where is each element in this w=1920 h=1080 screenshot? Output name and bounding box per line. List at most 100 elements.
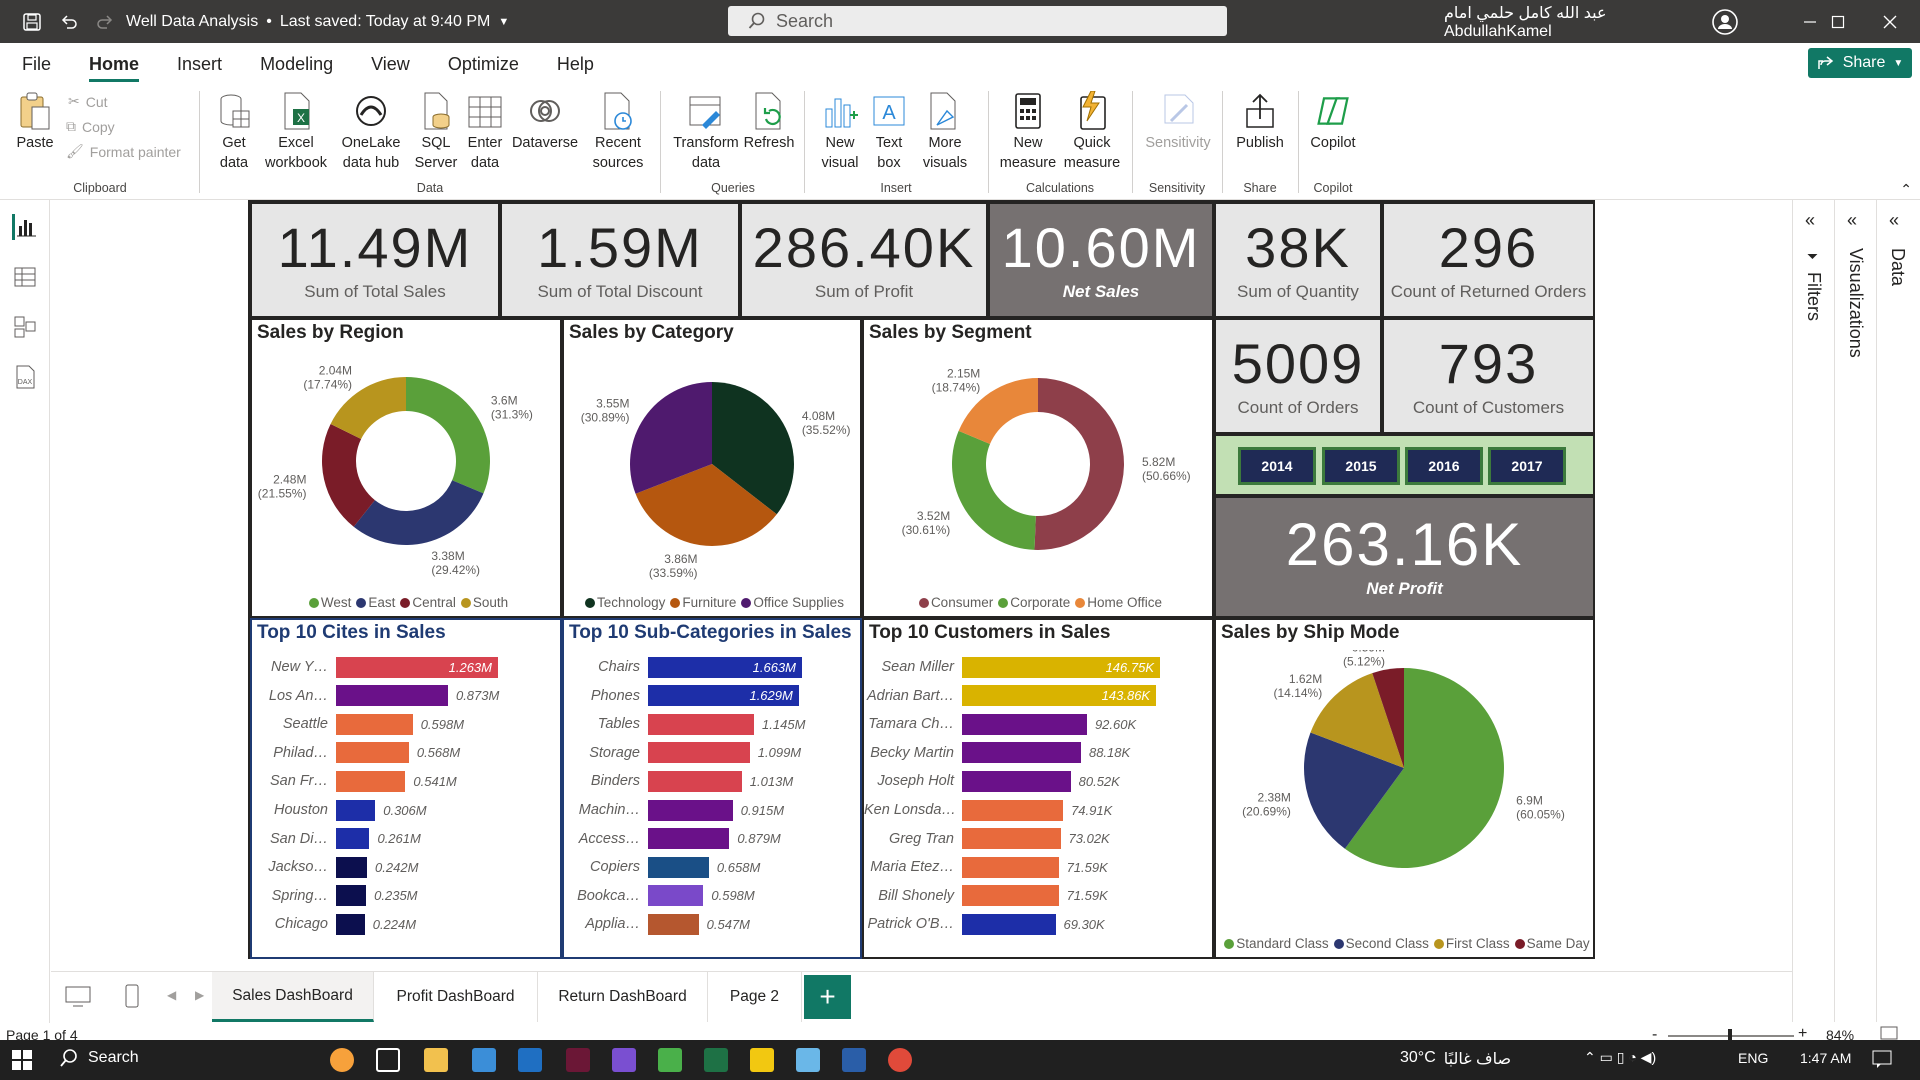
file-explorer-icon[interactable]: [424, 1048, 448, 1072]
windows-start-icon[interactable]: [12, 1050, 32, 1075]
panel-top-cities[interactable]: Top 10 Cites in Sales New Y… 1.263M Los An…: [250, 618, 562, 959]
expand-icon[interactable]: «: [1805, 210, 1816, 230]
collapse-ribbon-icon[interactable]: ⌃: [1900, 181, 1912, 197]
tray-icons[interactable]: ⌃ ▭ ▯ ◔ ◀): [1584, 1049, 1657, 1065]
legend-item[interactable]: First Class: [1445, 936, 1510, 951]
more-visuals-button[interactable]: More visuals: [914, 91, 976, 173]
tab-return-dashboard[interactable]: Return DashBoard: [538, 972, 708, 1022]
new-visual-button[interactable]: New visual: [814, 91, 866, 173]
slice-second-class[interactable]: [1304, 732, 1404, 849]
table-view-icon[interactable]: [12, 264, 38, 290]
legend-item[interactable]: Standard Class: [1236, 936, 1329, 951]
bar-row[interactable]: Machin… 0.915M: [564, 799, 784, 821]
kpi-total-discount[interactable]: 1.59M Sum of Total Discount: [500, 202, 740, 318]
bar-row[interactable]: Binders 1.013M: [564, 770, 793, 792]
panel-top-customers[interactable]: Top 10 Customers in Sales Sean Miller 146…: [862, 618, 1214, 959]
search-box[interactable]: Search: [728, 6, 1227, 36]
dataverse-button[interactable]: Dataverse: [510, 91, 580, 153]
weather-widget-icon[interactable]: [330, 1048, 354, 1072]
bar-row[interactable]: Chicago 0.224M: [252, 913, 416, 935]
bar[interactable]: [648, 742, 750, 764]
tab-sales-dashboard[interactable]: Sales DashBoard: [212, 972, 374, 1022]
menu-insert[interactable]: Insert: [177, 53, 223, 74]
slice-central[interactable]: [322, 423, 375, 527]
bar-row[interactable]: Greg Tran 73.02K: [864, 828, 1110, 850]
bar[interactable]: [336, 799, 376, 821]
zoom-slider[interactable]: [1668, 1029, 1794, 1043]
recent-sources-button[interactable]: Recent sources: [586, 91, 650, 173]
visualizations-pane[interactable]: « Visualizations: [1835, 200, 1877, 1022]
bar-row[interactable]: Spring… 0.235M: [252, 885, 418, 907]
excel-workbook-button[interactable]: X Excel workbook: [262, 91, 330, 173]
mail-icon[interactable]: [518, 1048, 542, 1072]
tab-profit-dashboard[interactable]: Profit DashBoard: [374, 972, 538, 1022]
language-indicator[interactable]: ENG: [1738, 1050, 1769, 1066]
slice-first-class[interactable]: [1310, 673, 1404, 768]
bar[interactable]: 146.75K: [962, 656, 1160, 678]
legend-item[interactable]: Corporate: [1010, 595, 1071, 610]
legend-item[interactable]: Same Day: [1526, 936, 1590, 951]
chrome-icon[interactable]: [888, 1048, 912, 1072]
avatar[interactable]: [1710, 0, 1740, 43]
bar-row[interactable]: San Di… 0.261M: [252, 828, 421, 850]
slice-home-office[interactable]: [958, 378, 1038, 444]
bar[interactable]: [648, 828, 730, 850]
save-icon[interactable]: [14, 0, 50, 43]
enter-data-button[interactable]: Enter data: [464, 91, 506, 173]
bar[interactable]: [962, 770, 1071, 792]
mobile-layout-icon[interactable]: [125, 984, 139, 1013]
bar[interactable]: [648, 770, 742, 792]
bar-row[interactable]: Bookca… 0.598M: [564, 885, 755, 907]
app-icon[interactable]: [658, 1048, 682, 1072]
legend-item[interactable]: South: [472, 595, 509, 610]
bar-row[interactable]: Sean Miller 146.75K: [864, 656, 1160, 678]
next-page-icon[interactable]: ▶: [195, 988, 205, 1002]
bar-row[interactable]: Tables 1.145M: [564, 713, 805, 735]
menu-modeling[interactable]: Modeling: [260, 53, 334, 74]
bar-row[interactable]: Becky Martin 88.18K: [864, 742, 1130, 764]
bar[interactable]: [336, 913, 365, 935]
filters-pane[interactable]: « ⏷ Filters: [1793, 200, 1835, 1022]
bar-row[interactable]: Tamara Ch… 92.60K: [864, 713, 1136, 735]
bar-row[interactable]: Copiers 0.658M: [564, 856, 760, 878]
new-measure-button[interactable]: New measure: [996, 91, 1060, 173]
indesign-icon[interactable]: [566, 1048, 590, 1072]
legend-item[interactable]: Second Class: [1345, 936, 1429, 951]
legend-item[interactable]: East: [368, 595, 396, 610]
slice-consumer[interactable]: [1034, 378, 1124, 550]
text-box-button[interactable]: A Text box: [866, 91, 912, 173]
expand-icon[interactable]: «: [1847, 210, 1858, 230]
slice-office-supplies[interactable]: [630, 382, 712, 494]
bar-row[interactable]: Access… 0.879M: [564, 828, 781, 850]
legend-item[interactable]: Office Supplies: [753, 595, 844, 610]
chevron-down-icon[interactable]: ▼: [498, 15, 510, 28]
onelake-button[interactable]: OneLake data hub: [333, 91, 409, 173]
bar-row[interactable]: Houston 0.306M: [252, 799, 427, 821]
bar-row[interactable]: Applia… 0.547M: [564, 913, 750, 935]
menu-view[interactable]: View: [371, 53, 410, 74]
add-page-button[interactable]: +: [804, 975, 851, 1019]
zoom-thumb[interactable]: [1728, 1029, 1733, 1043]
legend-item[interactable]: Consumer: [930, 595, 994, 610]
bar[interactable]: [336, 885, 367, 907]
bar[interactable]: [336, 742, 409, 764]
taskbar-search[interactable]: Search: [60, 1049, 139, 1067]
weather-status[interactable]: 30°C صاف غالبًا: [1400, 1049, 1511, 1069]
slice-west[interactable]: [406, 377, 490, 494]
transform-data-button[interactable]: Transform data: [670, 91, 742, 173]
year-button-2015[interactable]: 2015: [1322, 447, 1400, 485]
legend-item[interactable]: Technology: [597, 595, 666, 610]
redo-icon[interactable]: [90, 0, 120, 43]
panel-sales-by-segment[interactable]: Sales by Segment 5.82M (50.66%) 3.52M (30.6…: [862, 318, 1214, 618]
slice-same-day[interactable]: [1372, 668, 1404, 768]
app-k-icon[interactable]: [842, 1048, 866, 1072]
zoom-out-icon[interactable]: -: [1652, 1026, 1658, 1043]
kpi-net-profit[interactable]: 263.16K Net Profit: [1214, 496, 1595, 618]
kpi-customers[interactable]: 793 Count of Customers: [1382, 318, 1595, 434]
bar-row[interactable]: Ken Lonsda… 74.91K: [864, 799, 1112, 821]
bar-row[interactable]: Bill Shonely 71.59K: [864, 885, 1108, 907]
slice-standard-class[interactable]: [1344, 668, 1504, 868]
copy-button[interactable]: ⧉ Copy: [66, 118, 115, 135]
bar[interactable]: [336, 685, 448, 707]
refresh-button[interactable]: Refresh: [742, 91, 796, 153]
